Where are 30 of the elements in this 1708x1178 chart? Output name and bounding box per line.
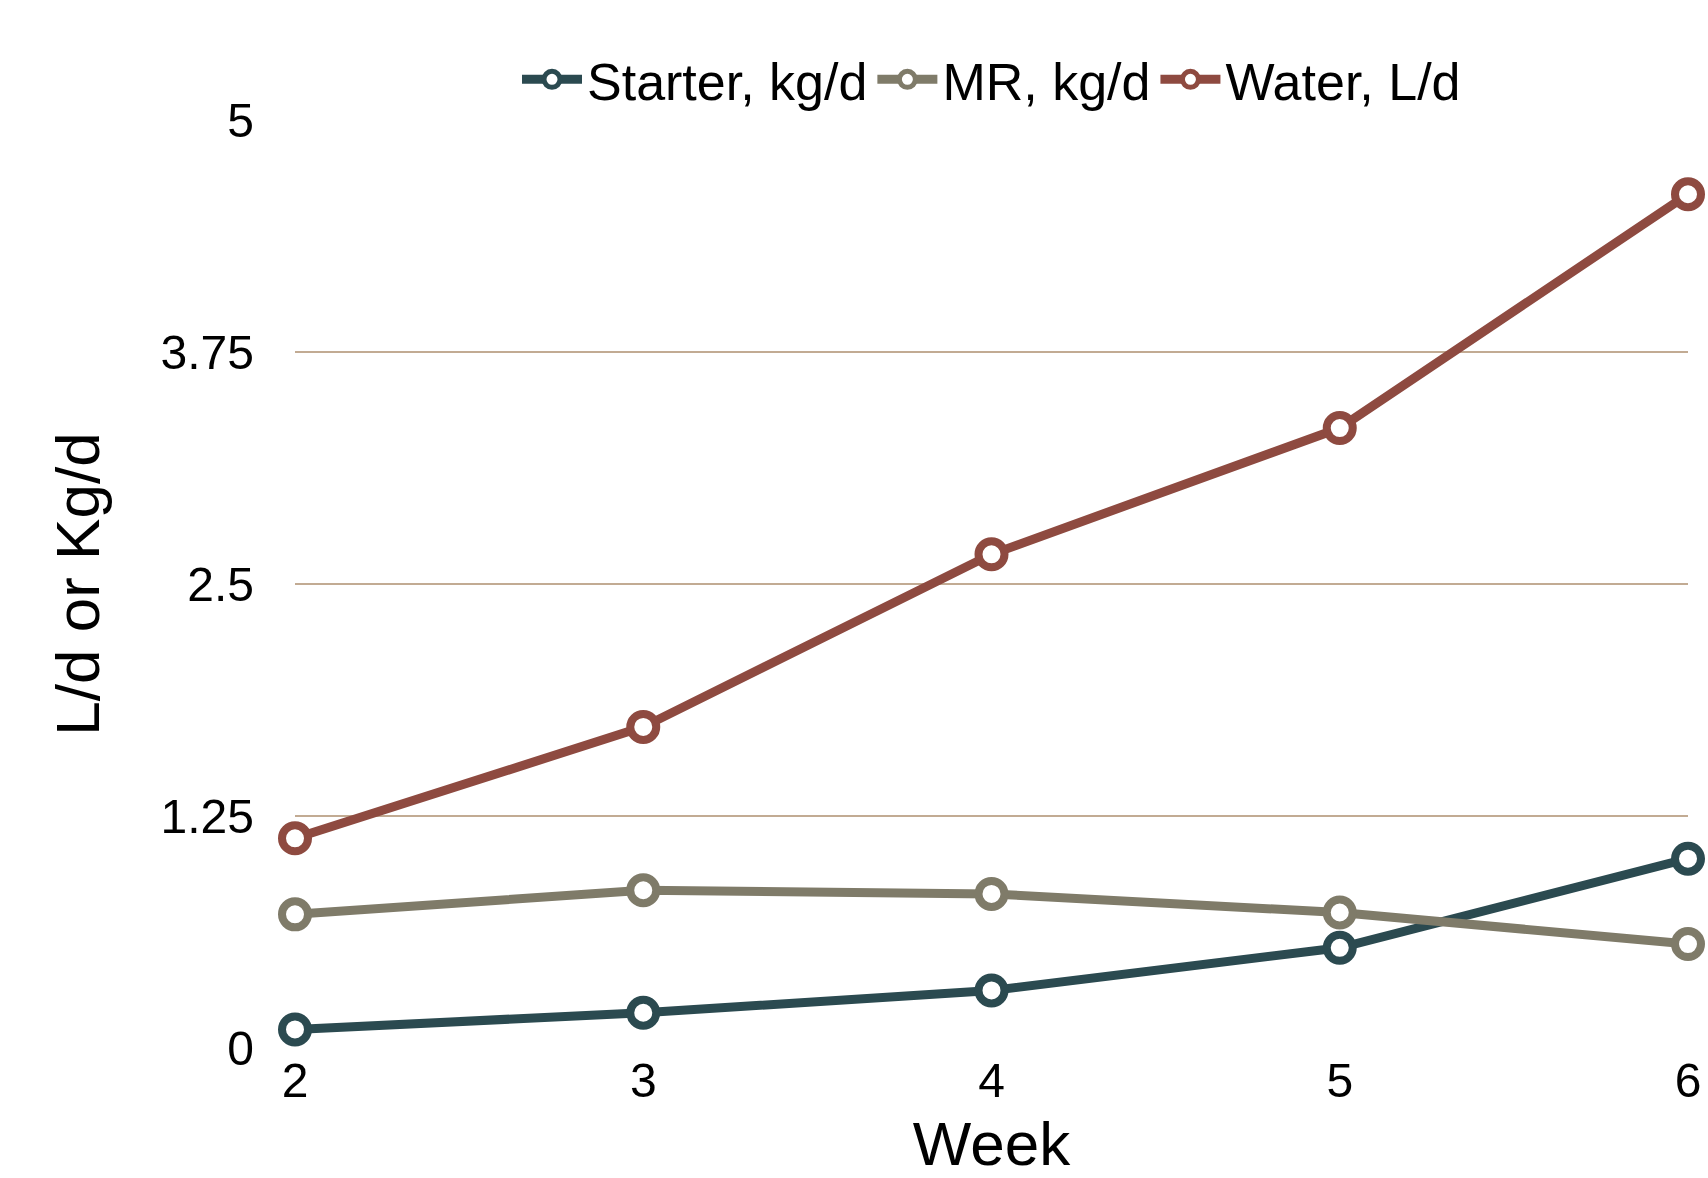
legend-label: Starter, kg/d — [587, 52, 868, 111]
point — [1671, 841, 1705, 876]
point — [974, 973, 1009, 1008]
y-tick-label: 5 — [227, 93, 254, 147]
x-tick-label: 5 — [1326, 1054, 1354, 1107]
point — [974, 537, 1009, 572]
y-tick-label: 0 — [227, 1021, 254, 1075]
y-tick-label: 3.75 — [160, 325, 254, 379]
point — [1671, 927, 1705, 962]
point — [278, 1012, 312, 1047]
point — [1671, 177, 1705, 212]
point — [626, 873, 661, 908]
point — [626, 709, 661, 744]
point — [1322, 930, 1357, 965]
x-tick-label: 4 — [978, 1054, 1005, 1107]
x-tick-label: 6 — [1674, 1054, 1702, 1107]
legend-label: MR, kg/d — [942, 52, 1151, 111]
y-axis-title: L/d or Kg/d — [43, 432, 113, 736]
point — [1322, 411, 1357, 446]
point — [1322, 895, 1357, 930]
point — [278, 821, 312, 856]
point — [278, 897, 312, 932]
y-tick-label: 2.5 — [187, 557, 254, 611]
point — [974, 876, 1009, 911]
x-tick-label: 3 — [629, 1054, 657, 1107]
point — [626, 995, 661, 1030]
y-tick-label: 1.25 — [160, 789, 254, 843]
x-axis-title: Week — [912, 1109, 1072, 1178]
x-tick-label: 2 — [281, 1054, 309, 1107]
legend-label: Water, L/d — [1225, 52, 1461, 111]
